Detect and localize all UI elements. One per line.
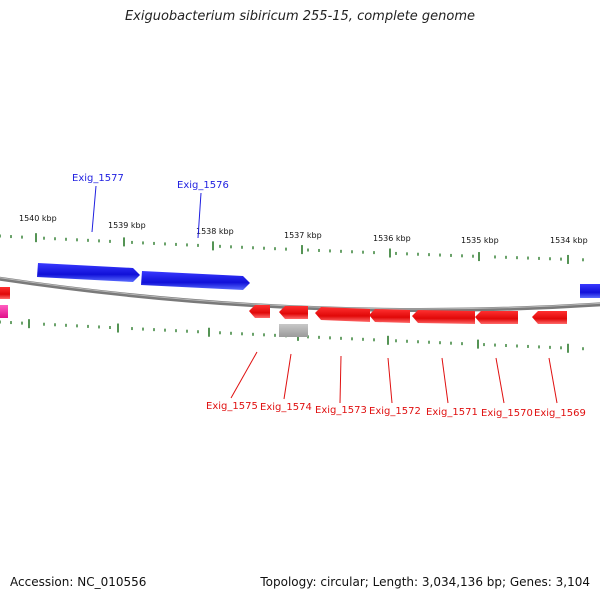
ruler-label-1536: 1536 kbp xyxy=(373,234,411,243)
gene-exig-1570[interactable] xyxy=(475,311,518,324)
ruler-label-1534: 1534 kbp xyxy=(550,236,588,245)
gene-label-exig-1569[interactable]: Exig_1569 xyxy=(534,408,586,419)
gene-exig-1577[interactable] xyxy=(37,263,140,282)
ruler-label-1540: 1540 kbp xyxy=(19,214,57,223)
ruler-ticks-top xyxy=(0,233,584,264)
gene-partial-left-red[interactable] xyxy=(0,287,10,299)
gene-exig-1571[interactable] xyxy=(412,310,475,324)
gene-label-exig-1576[interactable]: Exig_1576 xyxy=(177,180,229,191)
reverse-label-leaders xyxy=(230,351,558,404)
gene-rna-grey[interactable] xyxy=(279,324,308,337)
ruler-label-1538: 1538 kbp xyxy=(196,227,234,236)
accession-text: Accession: NC_010556 xyxy=(10,575,147,589)
genome-backbone xyxy=(0,276,600,313)
ruler-labels: 1540 kbp 1539 kbp 1538 kbp 1537 kbp 1536… xyxy=(19,214,588,245)
gene-exig-1575[interactable] xyxy=(249,305,270,318)
gene-label-exig-1573[interactable]: Exig_1573 xyxy=(315,405,367,416)
ruler-label-1537: 1537 kbp xyxy=(284,231,322,240)
gene-label-exig-1572[interactable]: Exig_1572 xyxy=(369,406,421,417)
gene-partial-left-pink[interactable] xyxy=(0,305,8,318)
gene-label-exig-1571[interactable]: Exig_1571 xyxy=(426,407,478,418)
gene-label-exig-1575[interactable]: Exig_1575 xyxy=(206,401,258,412)
forward-label-leaders xyxy=(91,185,202,239)
ruler-label-1535: 1535 kbp xyxy=(461,236,499,245)
gene-exig-1572[interactable] xyxy=(369,309,410,323)
gene-label-exig-1574[interactable]: Exig_1574 xyxy=(260,402,312,413)
gene-exig-1573[interactable] xyxy=(315,307,370,322)
topology-summary: Topology: circular; Length: 3,034,136 bp… xyxy=(260,575,590,589)
gene-label-exig-1577[interactable]: Exig_1577 xyxy=(72,173,124,184)
gene-partial-right-blue[interactable] xyxy=(580,284,600,298)
map-title: Exiguobacterium sibiricum 255-15, comple… xyxy=(124,9,476,24)
gene-exig-1574[interactable] xyxy=(279,306,308,319)
gene-label-exig-1570[interactable]: Exig_1570 xyxy=(481,408,533,419)
gene-exig-1569[interactable] xyxy=(532,311,567,324)
gene-exig-1576[interactable] xyxy=(141,271,250,290)
ruler-ticks-bottom xyxy=(0,319,584,353)
ruler-label-1539: 1539 kbp xyxy=(108,221,146,230)
